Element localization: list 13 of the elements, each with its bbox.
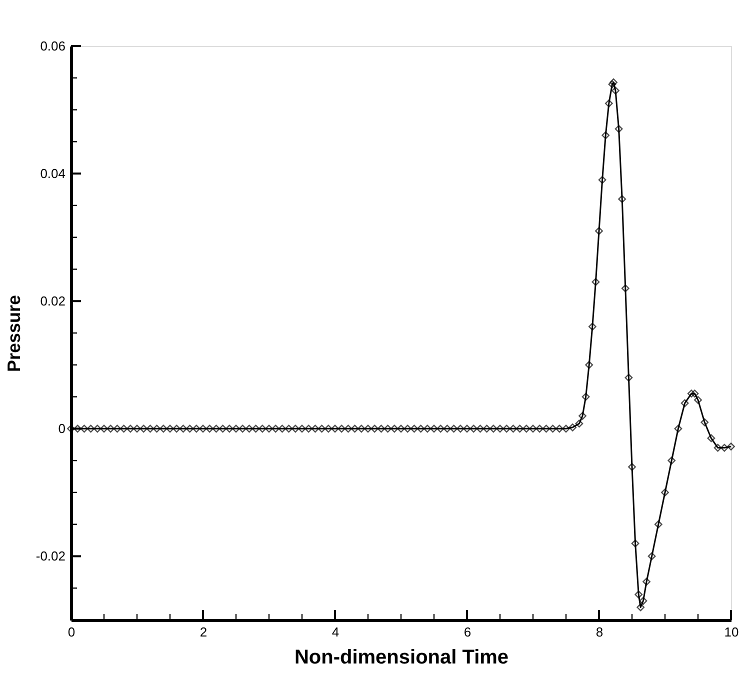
x-tick-label: 6 [464, 624, 472, 640]
y-tick-label: 0.02 [40, 294, 66, 309]
x-tick-label: 2 [200, 624, 208, 640]
x-tick-label: 8 [596, 624, 604, 640]
x-tick-label: 4 [332, 624, 340, 640]
y-tick-label: -0.02 [36, 548, 66, 564]
x-tick-label: 0 [68, 624, 76, 640]
y-tick-label: 0.06 [40, 38, 66, 54]
y-axis-title: Pressure [4, 294, 24, 372]
x-axis-title: Non-dimensional Time [294, 646, 509, 668]
x-tick-label: 10 [724, 624, 739, 640]
y-tick-label: 0.04 [40, 166, 66, 182]
y-tick-label: 0 [58, 421, 66, 436]
